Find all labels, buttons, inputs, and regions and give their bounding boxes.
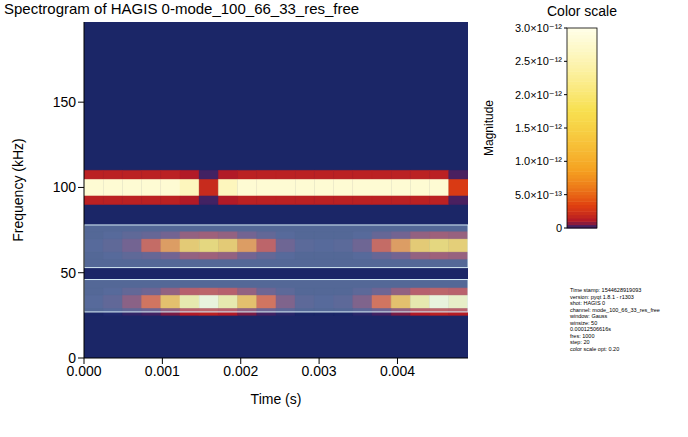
html-text:Spectrogram of HAGIS 0-mode_10: Spectrogram of HAGIS 0-mode_100_66_33_re… bbox=[4, 0, 360, 17]
svg-text:Magnitude: Magnitude bbox=[482, 100, 496, 156]
svg-text:0: 0 bbox=[68, 350, 76, 366]
svg-text:0.004: 0.004 bbox=[380, 363, 415, 379]
svg-text:color scale opt: 0.20: color scale opt: 0.20 bbox=[570, 346, 619, 352]
svg-text:2.5×10⁻¹²: 2.5×10⁻¹² bbox=[515, 55, 562, 67]
svg-text:Time stamp: 1544628919093: Time stamp: 1544628919093 bbox=[570, 287, 641, 293]
svg-text:channel: mode_100_66_33_res_fr: channel: mode_100_66_33_res_free bbox=[570, 307, 660, 313]
svg-text:shot: HAGIS 0: shot: HAGIS 0 bbox=[570, 300, 605, 306]
svg-text:1.5×10⁻¹²: 1.5×10⁻¹² bbox=[515, 122, 562, 134]
svg-text:0.001: 0.001 bbox=[145, 363, 180, 379]
svg-text:Color scale: Color scale bbox=[547, 3, 617, 19]
svg-text:Time (s): Time (s) bbox=[251, 391, 302, 407]
svg-text:3.0×10⁻¹²: 3.0×10⁻¹² bbox=[515, 22, 562, 34]
svg-text:0.00012506616s: 0.00012506616s bbox=[570, 326, 611, 332]
svg-text:Frequency (kHz): Frequency (kHz) bbox=[10, 138, 26, 241]
svg-text:0: 0 bbox=[556, 222, 562, 234]
svg-text:0.000: 0.000 bbox=[66, 362, 102, 379]
svg-text:2.0×10⁻¹²: 2.0×10⁻¹² bbox=[515, 89, 562, 101]
svg-text:0.002: 0.002 bbox=[223, 363, 258, 379]
svg-text:50: 50 bbox=[60, 265, 76, 281]
svg-text:100: 100 bbox=[53, 179, 77, 195]
svg-text:150: 150 bbox=[53, 94, 77, 110]
svg-text:step: 20: step: 20 bbox=[570, 339, 590, 345]
svg-text:window: Gauss: window: Gauss bbox=[569, 313, 608, 319]
svg-text:5.0×10⁻¹³: 5.0×10⁻¹³ bbox=[515, 189, 562, 201]
svg-text:winsize: 50: winsize: 50 bbox=[569, 320, 597, 326]
svg-text:0.003: 0.003 bbox=[302, 363, 337, 379]
svg-text:1.0×10⁻¹²: 1.0×10⁻¹² bbox=[515, 155, 562, 167]
svg-text:version: pyqt 1.8.1 - r1303: version: pyqt 1.8.1 - r1303 bbox=[570, 294, 634, 300]
svg-text:fres: 1000: fres: 1000 bbox=[570, 333, 594, 339]
